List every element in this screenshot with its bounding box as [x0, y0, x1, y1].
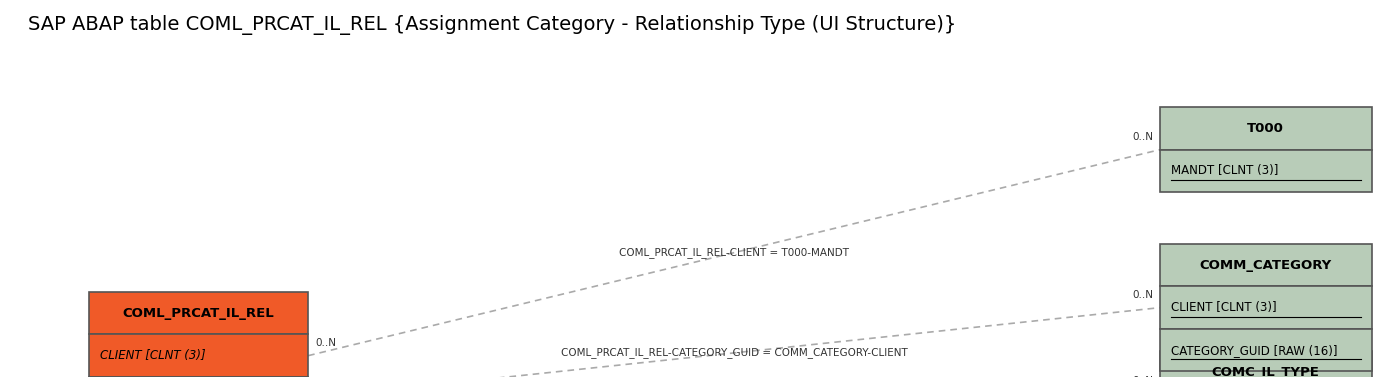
Text: CLIENT [CLNT (3)]: CLIENT [CLNT (3)] — [1171, 301, 1276, 314]
Text: T000: T000 — [1247, 122, 1284, 135]
Text: CLIENT [CLNT (3)]: CLIENT [CLNT (3)] — [101, 349, 205, 362]
Text: COML_PRCAT_IL_REL-CATEGORY_GUID = COMM_CATEGORY-CLIENT: COML_PRCAT_IL_REL-CATEGORY_GUID = COMM_C… — [561, 348, 907, 359]
Text: 0..N: 0..N — [1132, 132, 1153, 142]
Text: 0..N: 0..N — [315, 338, 336, 348]
FancyBboxPatch shape — [1160, 351, 1372, 377]
FancyBboxPatch shape — [1160, 244, 1372, 287]
Text: 0..N: 0..N — [1132, 290, 1153, 300]
FancyBboxPatch shape — [1160, 329, 1372, 371]
Text: 0..N: 0..N — [1132, 376, 1153, 377]
Text: COML_PRCAT_IL_REL-CLIENT = T000-MANDT: COML_PRCAT_IL_REL-CLIENT = T000-MANDT — [618, 247, 849, 258]
Text: CATEGORY_GUID [RAW (16)]: CATEGORY_GUID [RAW (16)] — [1171, 344, 1337, 357]
Text: COMC_IL_TYPE: COMC_IL_TYPE — [1212, 366, 1319, 377]
Text: COMM_CATEGORY: COMM_CATEGORY — [1199, 259, 1332, 272]
Text: COML_PRCAT_IL_REL: COML_PRCAT_IL_REL — [123, 307, 275, 320]
FancyBboxPatch shape — [1160, 107, 1372, 150]
FancyBboxPatch shape — [89, 334, 309, 377]
FancyBboxPatch shape — [89, 292, 309, 334]
Text: MANDT [CLNT (3)]: MANDT [CLNT (3)] — [1171, 164, 1279, 178]
FancyBboxPatch shape — [1160, 150, 1372, 192]
Text: SAP ABAP table COML_PRCAT_IL_REL {Assignment Category - Relationship Type (UI St: SAP ABAP table COML_PRCAT_IL_REL {Assign… — [28, 15, 956, 35]
FancyBboxPatch shape — [1160, 287, 1372, 329]
